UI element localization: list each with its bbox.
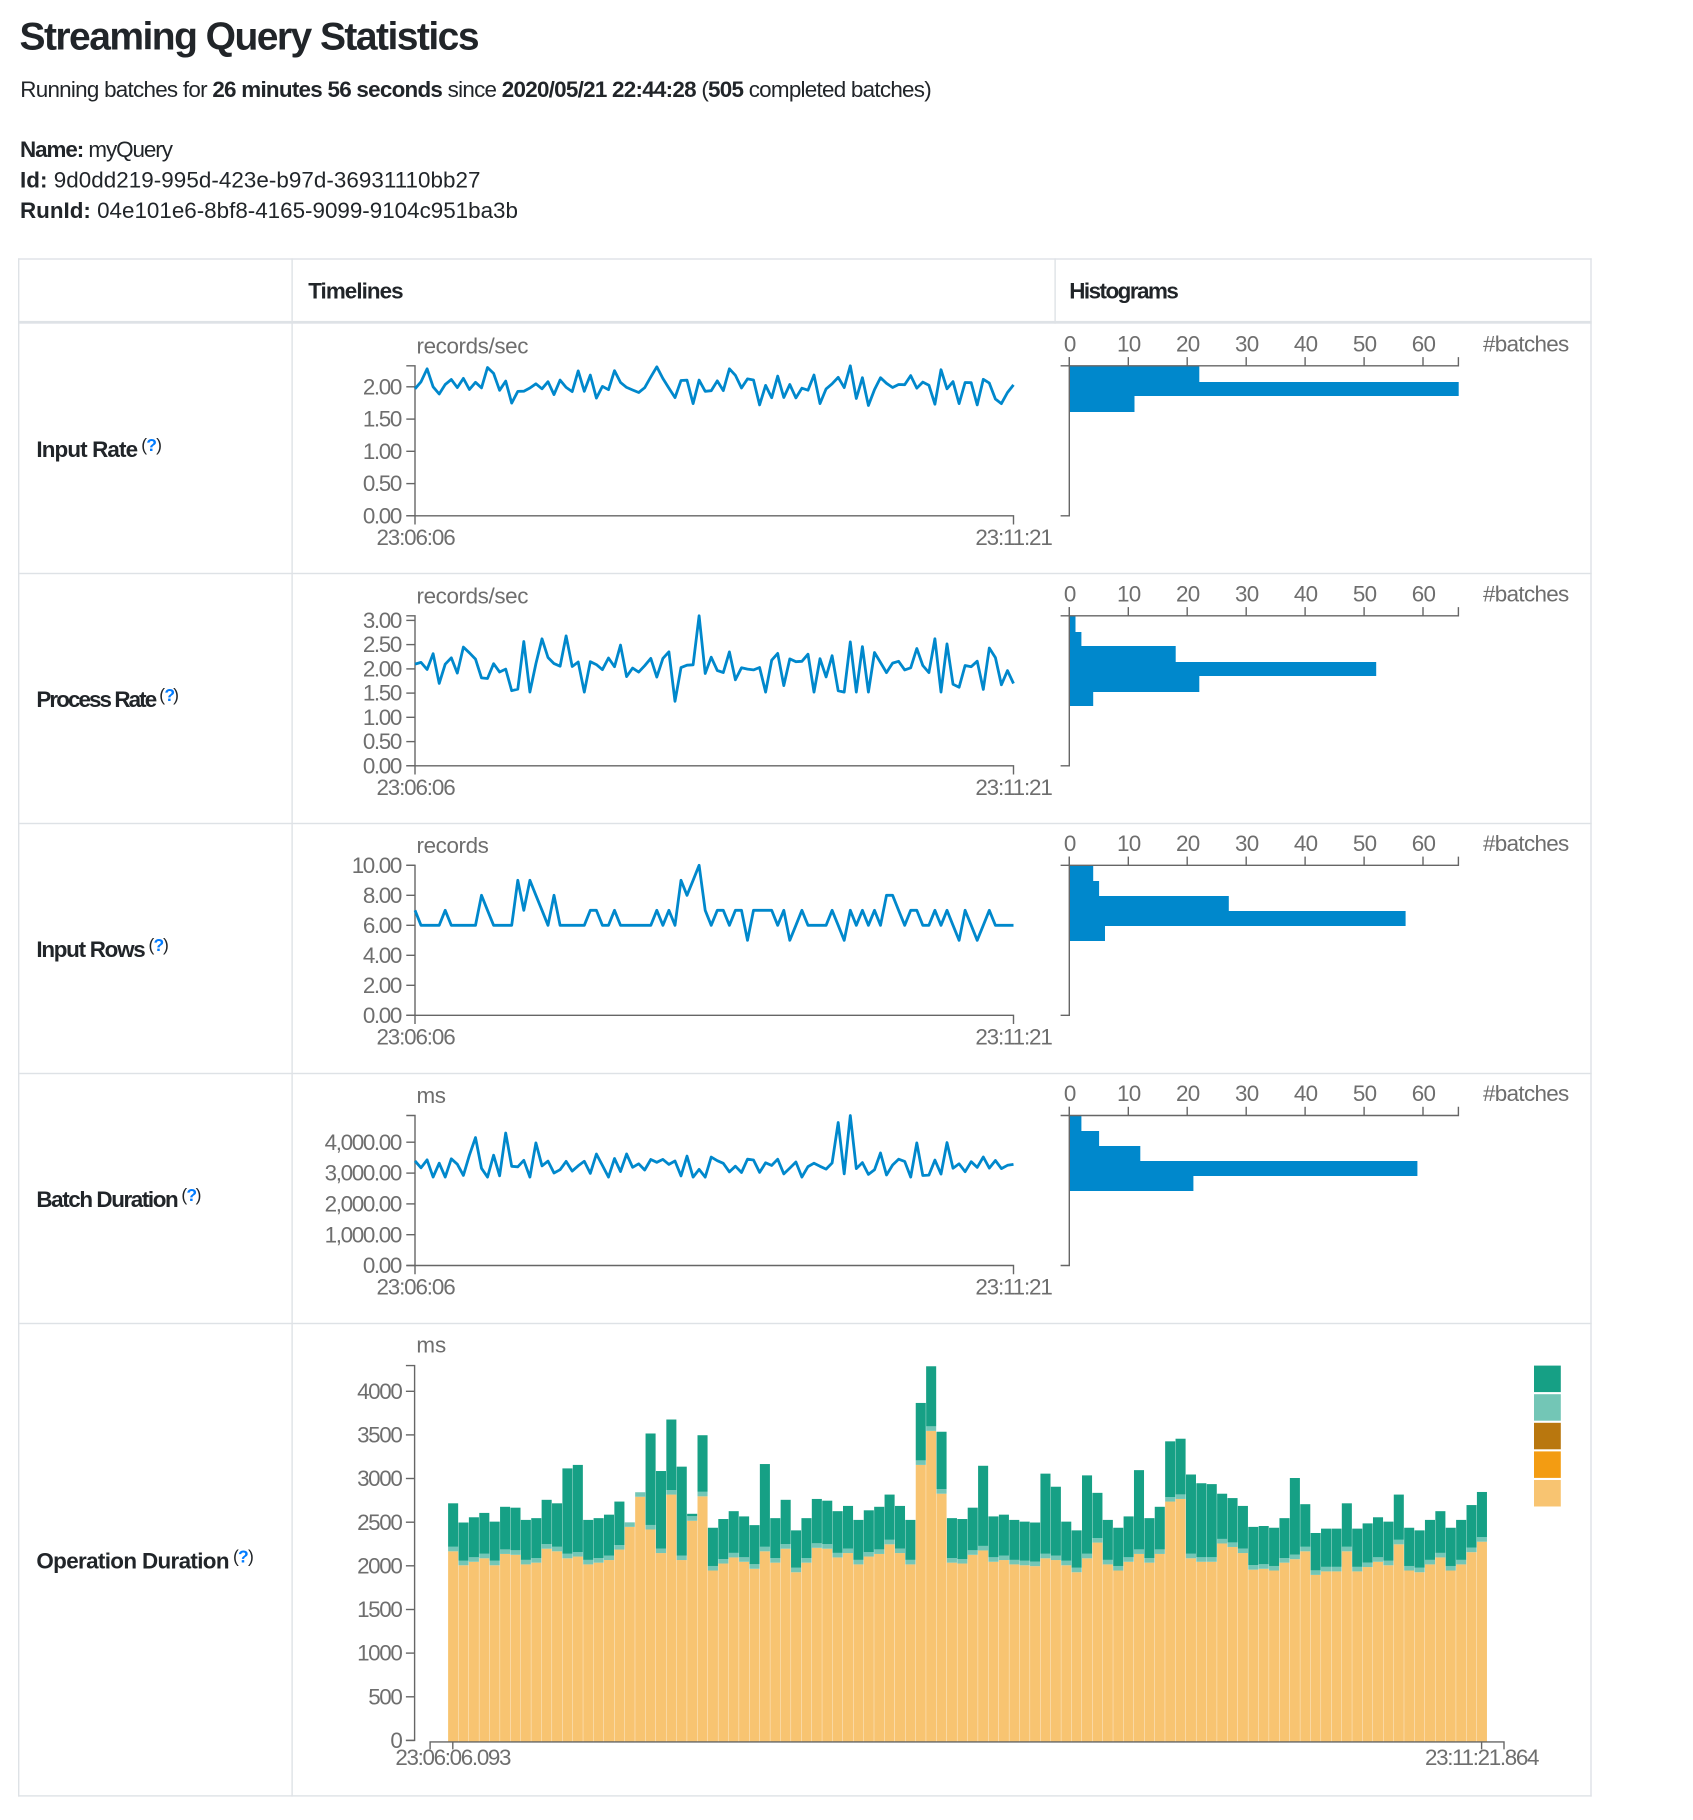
svg-text:23:11:21: 23:11:21 <box>975 1275 1052 1300</box>
svg-text:0.50: 0.50 <box>363 729 402 754</box>
svg-text:40: 40 <box>1294 331 1318 356</box>
svg-text:0.00: 0.00 <box>363 1003 402 1028</box>
svg-text:23:11:21: 23:11:21 <box>975 525 1052 550</box>
svg-text:0.50: 0.50 <box>363 471 402 496</box>
svg-text:#batches: #batches <box>1483 331 1569 356</box>
svg-text:20: 20 <box>1176 581 1200 606</box>
svg-text:30: 30 <box>1235 831 1259 856</box>
svg-text:0: 0 <box>1064 1081 1076 1106</box>
svg-text:40: 40 <box>1294 1081 1318 1106</box>
svg-text:4000: 4000 <box>357 1379 402 1404</box>
svg-text:20: 20 <box>1176 831 1200 856</box>
svg-text:23:06:06: 23:06:06 <box>376 1275 455 1300</box>
svg-text:1.00: 1.00 <box>363 439 402 464</box>
svg-text:23:06:06: 23:06:06 <box>376 525 455 550</box>
svg-text:20: 20 <box>1176 331 1200 356</box>
svg-text:30: 30 <box>1235 331 1259 356</box>
svg-text:Input Rows (?): Input Rows (?) <box>36 935 168 962</box>
svg-text:8.00: 8.00 <box>363 883 402 908</box>
svg-text:#batches: #batches <box>1483 1081 1569 1106</box>
svg-text:10: 10 <box>1117 1081 1141 1106</box>
svg-text:#batches: #batches <box>1483 581 1569 606</box>
svg-text:0.00: 0.00 <box>363 753 402 778</box>
svg-text:1.50: 1.50 <box>363 407 402 432</box>
svg-text:Id: 9d0dd219-995d-423e-b97d-36: Id: 9d0dd219-995d-423e-b97d-36931110bb27 <box>20 168 481 193</box>
svg-text:30: 30 <box>1235 581 1259 606</box>
svg-text:Name: myQuery: Name: myQuery <box>20 137 174 162</box>
svg-text:records/sec: records/sec <box>417 583 529 608</box>
svg-text:1500: 1500 <box>357 1597 402 1622</box>
svg-text:2.50: 2.50 <box>363 632 402 657</box>
svg-text:ms: ms <box>416 1332 446 1357</box>
svg-text:2.00: 2.00 <box>363 374 402 399</box>
svg-text:2.00: 2.00 <box>363 973 402 998</box>
svg-text:Operation Duration (?): Operation Duration (?) <box>36 1547 253 1574</box>
svg-text:#batches: #batches <box>1483 831 1569 856</box>
svg-text:50: 50 <box>1353 581 1377 606</box>
svg-text:50: 50 <box>1353 331 1377 356</box>
svg-text:0: 0 <box>1064 831 1076 856</box>
svg-text:20: 20 <box>1176 1081 1200 1106</box>
svg-text:0: 0 <box>1064 581 1076 606</box>
svg-text:3000: 3000 <box>357 1466 402 1491</box>
svg-text:2000: 2000 <box>357 1553 402 1578</box>
svg-text:10: 10 <box>1117 831 1141 856</box>
svg-text:4,000.00: 4,000.00 <box>325 1130 402 1155</box>
svg-text:60: 60 <box>1412 581 1436 606</box>
svg-text:2.00: 2.00 <box>363 657 402 682</box>
svg-text:Streaming Query Statistics: Streaming Query Statistics <box>20 16 479 59</box>
svg-text:0.00: 0.00 <box>363 503 402 528</box>
svg-text:1000: 1000 <box>357 1641 402 1666</box>
svg-text:50: 50 <box>1353 831 1377 856</box>
svg-text:3,000.00: 3,000.00 <box>325 1161 402 1186</box>
svg-text:10: 10 <box>1117 331 1141 356</box>
svg-text:40: 40 <box>1294 831 1318 856</box>
svg-text:Histograms: Histograms <box>1069 279 1178 304</box>
svg-text:30: 30 <box>1235 1081 1259 1106</box>
svg-text:3.00: 3.00 <box>363 608 402 633</box>
svg-text:1,000.00: 1,000.00 <box>325 1222 402 1247</box>
svg-text:23:11:21: 23:11:21 <box>975 1025 1052 1050</box>
svg-text:50: 50 <box>1353 1081 1377 1106</box>
svg-text:10: 10 <box>1117 581 1141 606</box>
svg-text:Input Rate (?): Input Rate (?) <box>36 435 161 462</box>
svg-text:10.00: 10.00 <box>352 853 402 878</box>
svg-text:records: records <box>417 833 489 858</box>
svg-text:1.00: 1.00 <box>363 705 402 730</box>
svg-text:40: 40 <box>1294 581 1318 606</box>
svg-text:Running batches for 26 minutes: Running batches for 26 minutes 56 second… <box>20 77 931 102</box>
svg-text:23:06:06: 23:06:06 <box>376 1025 455 1050</box>
svg-text:60: 60 <box>1412 831 1436 856</box>
svg-text:2,000.00: 2,000.00 <box>325 1192 402 1217</box>
svg-text:4.00: 4.00 <box>363 943 402 968</box>
svg-text:23:06:06.093: 23:06:06.093 <box>395 1745 511 1770</box>
svg-text:1.50: 1.50 <box>363 681 402 706</box>
svg-text:0: 0 <box>1064 331 1076 356</box>
svg-text:23:06:06: 23:06:06 <box>376 775 455 800</box>
svg-text:500: 500 <box>368 1684 402 1709</box>
svg-text:ms: ms <box>417 1083 446 1108</box>
svg-text:RunId: 04e101e6-8bf8-4165-9099: RunId: 04e101e6-8bf8-4165-9099-9104c951b… <box>20 198 518 223</box>
svg-text:Process Rate (?): Process Rate (?) <box>36 685 178 712</box>
svg-text:0: 0 <box>390 1728 402 1753</box>
svg-text:23:11:21: 23:11:21 <box>975 775 1052 800</box>
svg-text:60: 60 <box>1412 1081 1436 1106</box>
svg-text:6.00: 6.00 <box>363 913 402 938</box>
svg-text:3500: 3500 <box>357 1423 402 1448</box>
svg-text:2500: 2500 <box>357 1510 402 1535</box>
svg-text:60: 60 <box>1412 331 1436 356</box>
svg-text:Batch Duration (?): Batch Duration (?) <box>36 1185 200 1212</box>
svg-text:records/sec: records/sec <box>417 333 529 358</box>
svg-text:23:11:21.864: 23:11:21.864 <box>1425 1745 1539 1770</box>
svg-text:Timelines: Timelines <box>308 279 403 304</box>
svg-text:0.00: 0.00 <box>363 1253 402 1278</box>
